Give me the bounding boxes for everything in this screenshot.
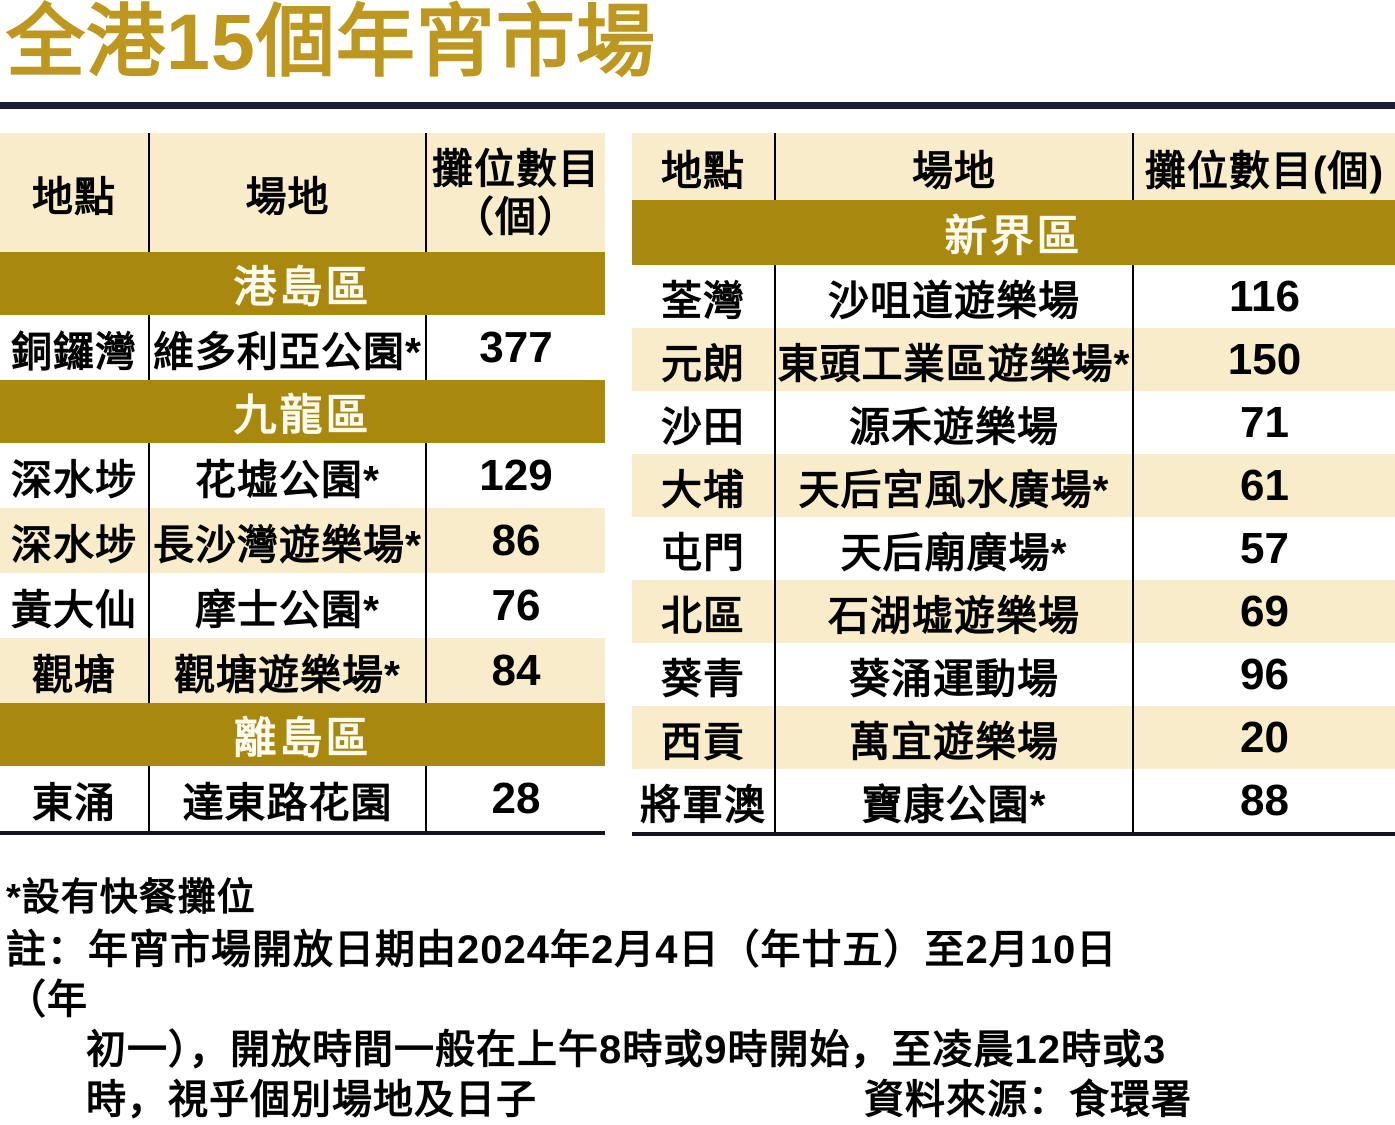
location-cell: 將軍澳 (640, 781, 766, 828)
location-header: 地點 (32, 173, 116, 220)
note-line-3-text: 時，視乎個別場地及日子 (86, 1078, 537, 1122)
venue-cell: 萬宜遊樂場 (774, 706, 1132, 769)
note-line-2: 初一），開放時間一般在上午8時或9時開始，至凌晨12時或3 (86, 1028, 1167, 1072)
stalls-cell: 116 (1132, 265, 1395, 328)
table-row: 觀塘 觀塘遊樂場* 84 (0, 638, 605, 703)
location-cell: 東涌 (32, 779, 116, 826)
venue-header: 場地 (148, 133, 425, 252)
stalls-cell: 86 (425, 508, 605, 573)
location-header: 地點 (661, 147, 745, 194)
venue-cell: 摩士公園* (148, 573, 425, 638)
right-table-header: 地點 場地 攤位數目(個) (632, 133, 1395, 200)
stalls-cell: 28 (425, 766, 605, 831)
stalls-cell: 57 (1132, 517, 1395, 580)
stalls-cell: 88 (1132, 769, 1395, 832)
section-header-kowloon: 九龍區 (0, 380, 605, 443)
location-cell: 北區 (661, 592, 745, 639)
section-header-new-territories: 新界區 (632, 200, 1395, 265)
venue-cell: 東頭工業區遊樂場* (774, 328, 1132, 391)
location-cell: 葵青 (661, 655, 745, 702)
table-row: 黃大仙 摩士公園* 76 (0, 573, 605, 638)
left-table-header: 地點 場地 攤位數目 （個） (0, 133, 605, 252)
title-divider-rule (0, 102, 1395, 109)
venue-cell: 寶康公園* (774, 769, 1132, 832)
table-row: 將軍澳 寶康公園* 88 (632, 769, 1395, 832)
table-row: 元朗 東頭工業區遊樂場* 150 (632, 328, 1395, 391)
venue-header: 場地 (774, 133, 1132, 200)
stalls-cell: 76 (425, 573, 605, 638)
location-cell: 黃大仙 (11, 586, 137, 633)
section-header-hk-island: 港島區 (0, 252, 605, 315)
stalls-header: 攤位數目(個) (1132, 133, 1395, 200)
table-row: 銅鑼灣 維多利亞公園* 377 (0, 315, 605, 380)
stalls-cell: 150 (1132, 328, 1395, 391)
stalls-cell: 71 (1132, 391, 1395, 454)
venue-cell: 天后宮風水廣場* (774, 454, 1132, 517)
table-row: 荃灣 沙咀道遊樂場 116 (632, 265, 1395, 328)
table-row: 深水埗 長沙灣遊樂場* 86 (0, 508, 605, 573)
table-row: 北區 石湖墟遊樂場 69 (632, 580, 1395, 643)
stalls-cell: 129 (425, 443, 605, 508)
table-row: 深水埗 花墟公園* 129 (0, 443, 605, 508)
source-credit: 資料來源：食環署 (864, 1078, 1192, 1122)
stalls-cell: 84 (425, 638, 605, 703)
venue-cell: 長沙灣遊樂場* (148, 508, 425, 573)
location-cell: 荃灣 (661, 277, 745, 324)
stalls-cell: 20 (1132, 706, 1395, 769)
note-line-3: 時，視乎個別場地及日子 資料來源：食環署 (6, 1075, 1192, 1125)
table-row: 沙田 源禾遊樂場 71 (632, 391, 1395, 454)
venue-cell: 天后廟廣場* (774, 517, 1132, 580)
table-row: 東涌 達東路花園 28 (0, 766, 605, 831)
location-cell: 西貢 (661, 718, 745, 765)
venue-cell: 達東路花園 (148, 766, 425, 831)
stalls-header: 攤位數目 （個） (425, 133, 605, 252)
table-row: 西貢 萬宜遊樂場 20 (632, 706, 1395, 769)
table-row: 屯門 天后廟廣場* 57 (632, 517, 1395, 580)
location-cell: 深水埗 (11, 521, 137, 568)
venue-cell: 花墟公園* (148, 443, 425, 508)
table-row: 大埔 天后宮風水廣場* 61 (632, 454, 1395, 517)
location-cell: 銅鑼灣 (11, 328, 137, 375)
location-cell: 沙田 (661, 403, 745, 450)
stalls-cell: 69 (1132, 580, 1395, 643)
venue-cell: 沙咀道遊樂場 (774, 265, 1132, 328)
location-cell: 屯門 (661, 529, 745, 576)
venue-cell: 石湖墟遊樂場 (774, 580, 1132, 643)
left-fair-table: 地點 場地 攤位數目 （個） 港島區 銅鑼灣 維多利亞公園* 377 九龍區 深… (0, 133, 605, 835)
opening-dates-note: 註：年宵市場開放日期由2024年2月4日（年廿五）至2月10日（年 初一），開放… (6, 925, 1192, 1125)
location-cell: 深水埗 (11, 456, 137, 503)
note-line-1: 註：年宵市場開放日期由2024年2月4日（年廿五）至2月10日（年 (6, 928, 1118, 1022)
fast-food-footnote: *設有快餐攤位 (6, 877, 256, 919)
page-title: 全港15個年宵市場 (6, 0, 656, 86)
location-cell: 大埔 (661, 466, 745, 513)
stalls-cell: 377 (425, 315, 605, 380)
stalls-header-line2: （個） (453, 193, 579, 240)
right-fair-table: 地點 場地 攤位數目(個) 新界區 荃灣 沙咀道遊樂場 116 元朗 東頭工業區… (632, 133, 1395, 836)
location-cell: 觀塘 (32, 651, 116, 698)
stalls-cell: 96 (1132, 643, 1395, 706)
location-cell: 元朗 (661, 340, 745, 387)
venue-cell: 源禾遊樂場 (774, 391, 1132, 454)
venue-cell: 觀塘遊樂場* (148, 638, 425, 703)
section-header-islands: 離島區 (0, 703, 605, 766)
venue-cell: 葵涌運動場 (774, 643, 1132, 706)
stalls-header-line1: 攤位數目 (432, 145, 600, 192)
venue-cell: 維多利亞公園* (148, 315, 425, 380)
table-row: 葵青 葵涌運動場 96 (632, 643, 1395, 706)
stalls-cell: 61 (1132, 454, 1395, 517)
